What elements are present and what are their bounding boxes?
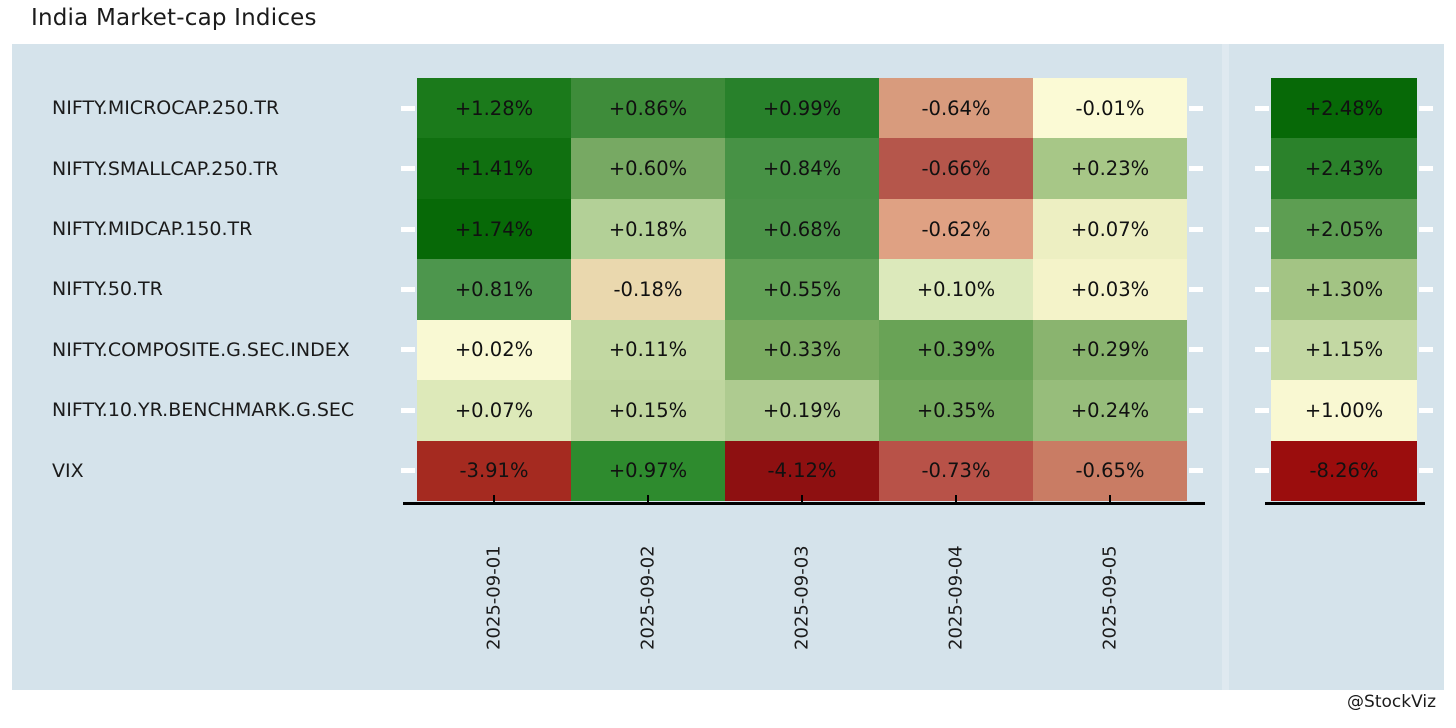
heatmap-cell: +0.18%: [571, 198, 725, 260]
row-edge-tick: [1189, 105, 1203, 111]
row-label-column: NIFTY.MICROCAP.250.TR NIFTY.SMALLCAP.250.…: [52, 78, 402, 501]
row-label: VIX: [52, 459, 84, 482]
heatmap-cell: +0.02%: [417, 319, 571, 381]
row-edge-tick: [401, 287, 415, 292]
summary-axis-line: [1265, 502, 1425, 505]
row-label: NIFTY.MICROCAP.250.TR: [52, 97, 280, 120]
heatmap-cell: +0.10%: [879, 259, 1033, 320]
x-axis-tick: [647, 495, 649, 503]
heatmap-cell: +1.41%: [417, 138, 571, 199]
heatmap-cell: -0.66%: [879, 138, 1033, 199]
row-label: NIFTY.MIDCAP.150.TR: [52, 218, 253, 241]
summary-cell: +2.43%: [1271, 138, 1417, 199]
heatmap-cell: -0.01%: [1033, 78, 1187, 139]
heatmap-cell: +0.11%: [571, 319, 725, 381]
heatmap-cell: +0.23%: [1033, 138, 1187, 199]
row-edge-tick: [1419, 468, 1433, 474]
row-edge-tick: [1255, 407, 1269, 413]
row-edge-tick: [401, 105, 415, 111]
heatmap-cell: -0.65%: [1033, 440, 1187, 501]
row-edge-tick: [1255, 166, 1269, 172]
heatmap-cell: +0.55%: [725, 259, 879, 320]
x-axis-line: [403, 502, 1205, 505]
row-label: NIFTY.COMPOSITE.G.SEC.INDEX: [52, 338, 350, 361]
heatmap-cell: +0.24%: [1033, 380, 1187, 441]
row-edge-tick: [1189, 166, 1203, 172]
heatmap-cell: +0.19%: [725, 380, 879, 441]
summary-cell: +2.48%: [1271, 78, 1417, 139]
x-axis-date-label: 2025-09-01: [483, 545, 505, 650]
summary-cell: +2.05%: [1271, 198, 1417, 260]
row-edge-tick: [1255, 468, 1269, 474]
row-edge-tick: [401, 226, 415, 232]
row-edge-tick: [1255, 287, 1269, 292]
x-axis-date-label: 2025-09-05: [1099, 545, 1121, 650]
heatmap-cell: +0.07%: [417, 380, 571, 441]
heatmap-cell: +0.33%: [725, 319, 879, 381]
heatmap-cell: -4.12%: [725, 440, 879, 501]
heatmap-cell: +0.84%: [725, 138, 879, 199]
summary-column: +2.48% +2.43% +2.05% +1.30% +1.15% +1.00% -8.2…: [1271, 78, 1417, 501]
summary-cell: +1.15%: [1271, 319, 1417, 381]
row-edge-tick: [1189, 407, 1203, 413]
row-edge-tick: [1255, 347, 1269, 353]
heatmap-cell: +0.99%: [725, 78, 879, 139]
chart-title: India Market-cap Indices: [31, 5, 317, 31]
heatmap-cell: +0.35%: [879, 380, 1033, 441]
heatmap-cell: +0.29%: [1033, 319, 1187, 381]
heatmap-cell: +0.07%: [1033, 198, 1187, 260]
row-label: NIFTY.50.TR: [52, 278, 163, 301]
row-edge-tick: [1419, 287, 1433, 292]
row-edge-tick: [401, 166, 415, 172]
row-edge-tick: [1255, 105, 1269, 111]
row-edge-tick: [1419, 226, 1433, 232]
summary-cell: +1.30%: [1271, 259, 1417, 320]
row-edge-tick: [401, 347, 415, 353]
heatmap-cell: +0.81%: [417, 259, 571, 320]
heatmap-grid: +1.28% +0.86% +0.99% -0.64% -0.01% +1.41% +0.6…: [417, 78, 1187, 501]
row-edge-tick: [401, 468, 415, 474]
credit-watermark: @StockViz: [1347, 692, 1436, 712]
heatmap-cell: +0.39%: [879, 319, 1033, 381]
panel-divider: [1222, 44, 1229, 690]
x-axis-tick: [493, 495, 495, 503]
row-edge-tick: [1419, 166, 1433, 172]
row-edge-tick: [401, 407, 415, 413]
row-label: NIFTY.10.YR.BENCHMARK.G.SEC: [52, 399, 355, 422]
heatmap-cell: +0.97%: [571, 440, 725, 501]
heatmap-cell: -3.91%: [417, 440, 571, 501]
row-edge-tick: [1189, 226, 1203, 232]
row-edge-tick: [1189, 468, 1203, 474]
x-axis-tick: [801, 495, 803, 503]
row-edge-tick: [1189, 347, 1203, 353]
heatmap-cell: +0.68%: [725, 198, 879, 260]
heatmap-cell: +1.74%: [417, 198, 571, 260]
heatmap-cell: -0.64%: [879, 78, 1033, 139]
row-edge-tick: [1189, 287, 1203, 292]
heatmap-cell: +1.28%: [417, 78, 571, 139]
row-edge-tick: [1419, 105, 1433, 111]
row-edge-tick: [1255, 226, 1269, 232]
x-axis-tick: [1109, 495, 1111, 503]
row-edge-tick: [1419, 347, 1433, 353]
x-axis-date-label: 2025-09-03: [791, 545, 813, 650]
x-axis-date-label: 2025-09-02: [637, 545, 659, 650]
x-axis-date-label: 2025-09-04: [945, 545, 967, 650]
summary-cell: -8.26%: [1271, 440, 1417, 501]
heatmap-cell: +0.60%: [571, 138, 725, 199]
summary-cell: +1.00%: [1271, 380, 1417, 441]
heatmap-cell: +0.15%: [571, 380, 725, 441]
heatmap-cell: -0.62%: [879, 198, 1033, 260]
heatmap-cell: -0.18%: [571, 259, 725, 320]
heatmap-cell: +0.86%: [571, 78, 725, 139]
heatmap-cell: +0.03%: [1033, 259, 1187, 320]
row-edge-tick: [1419, 407, 1433, 413]
heatmap-cell: -0.73%: [879, 440, 1033, 501]
row-label: NIFTY.SMALLCAP.250.TR: [52, 157, 279, 180]
x-axis-tick: [955, 495, 957, 503]
